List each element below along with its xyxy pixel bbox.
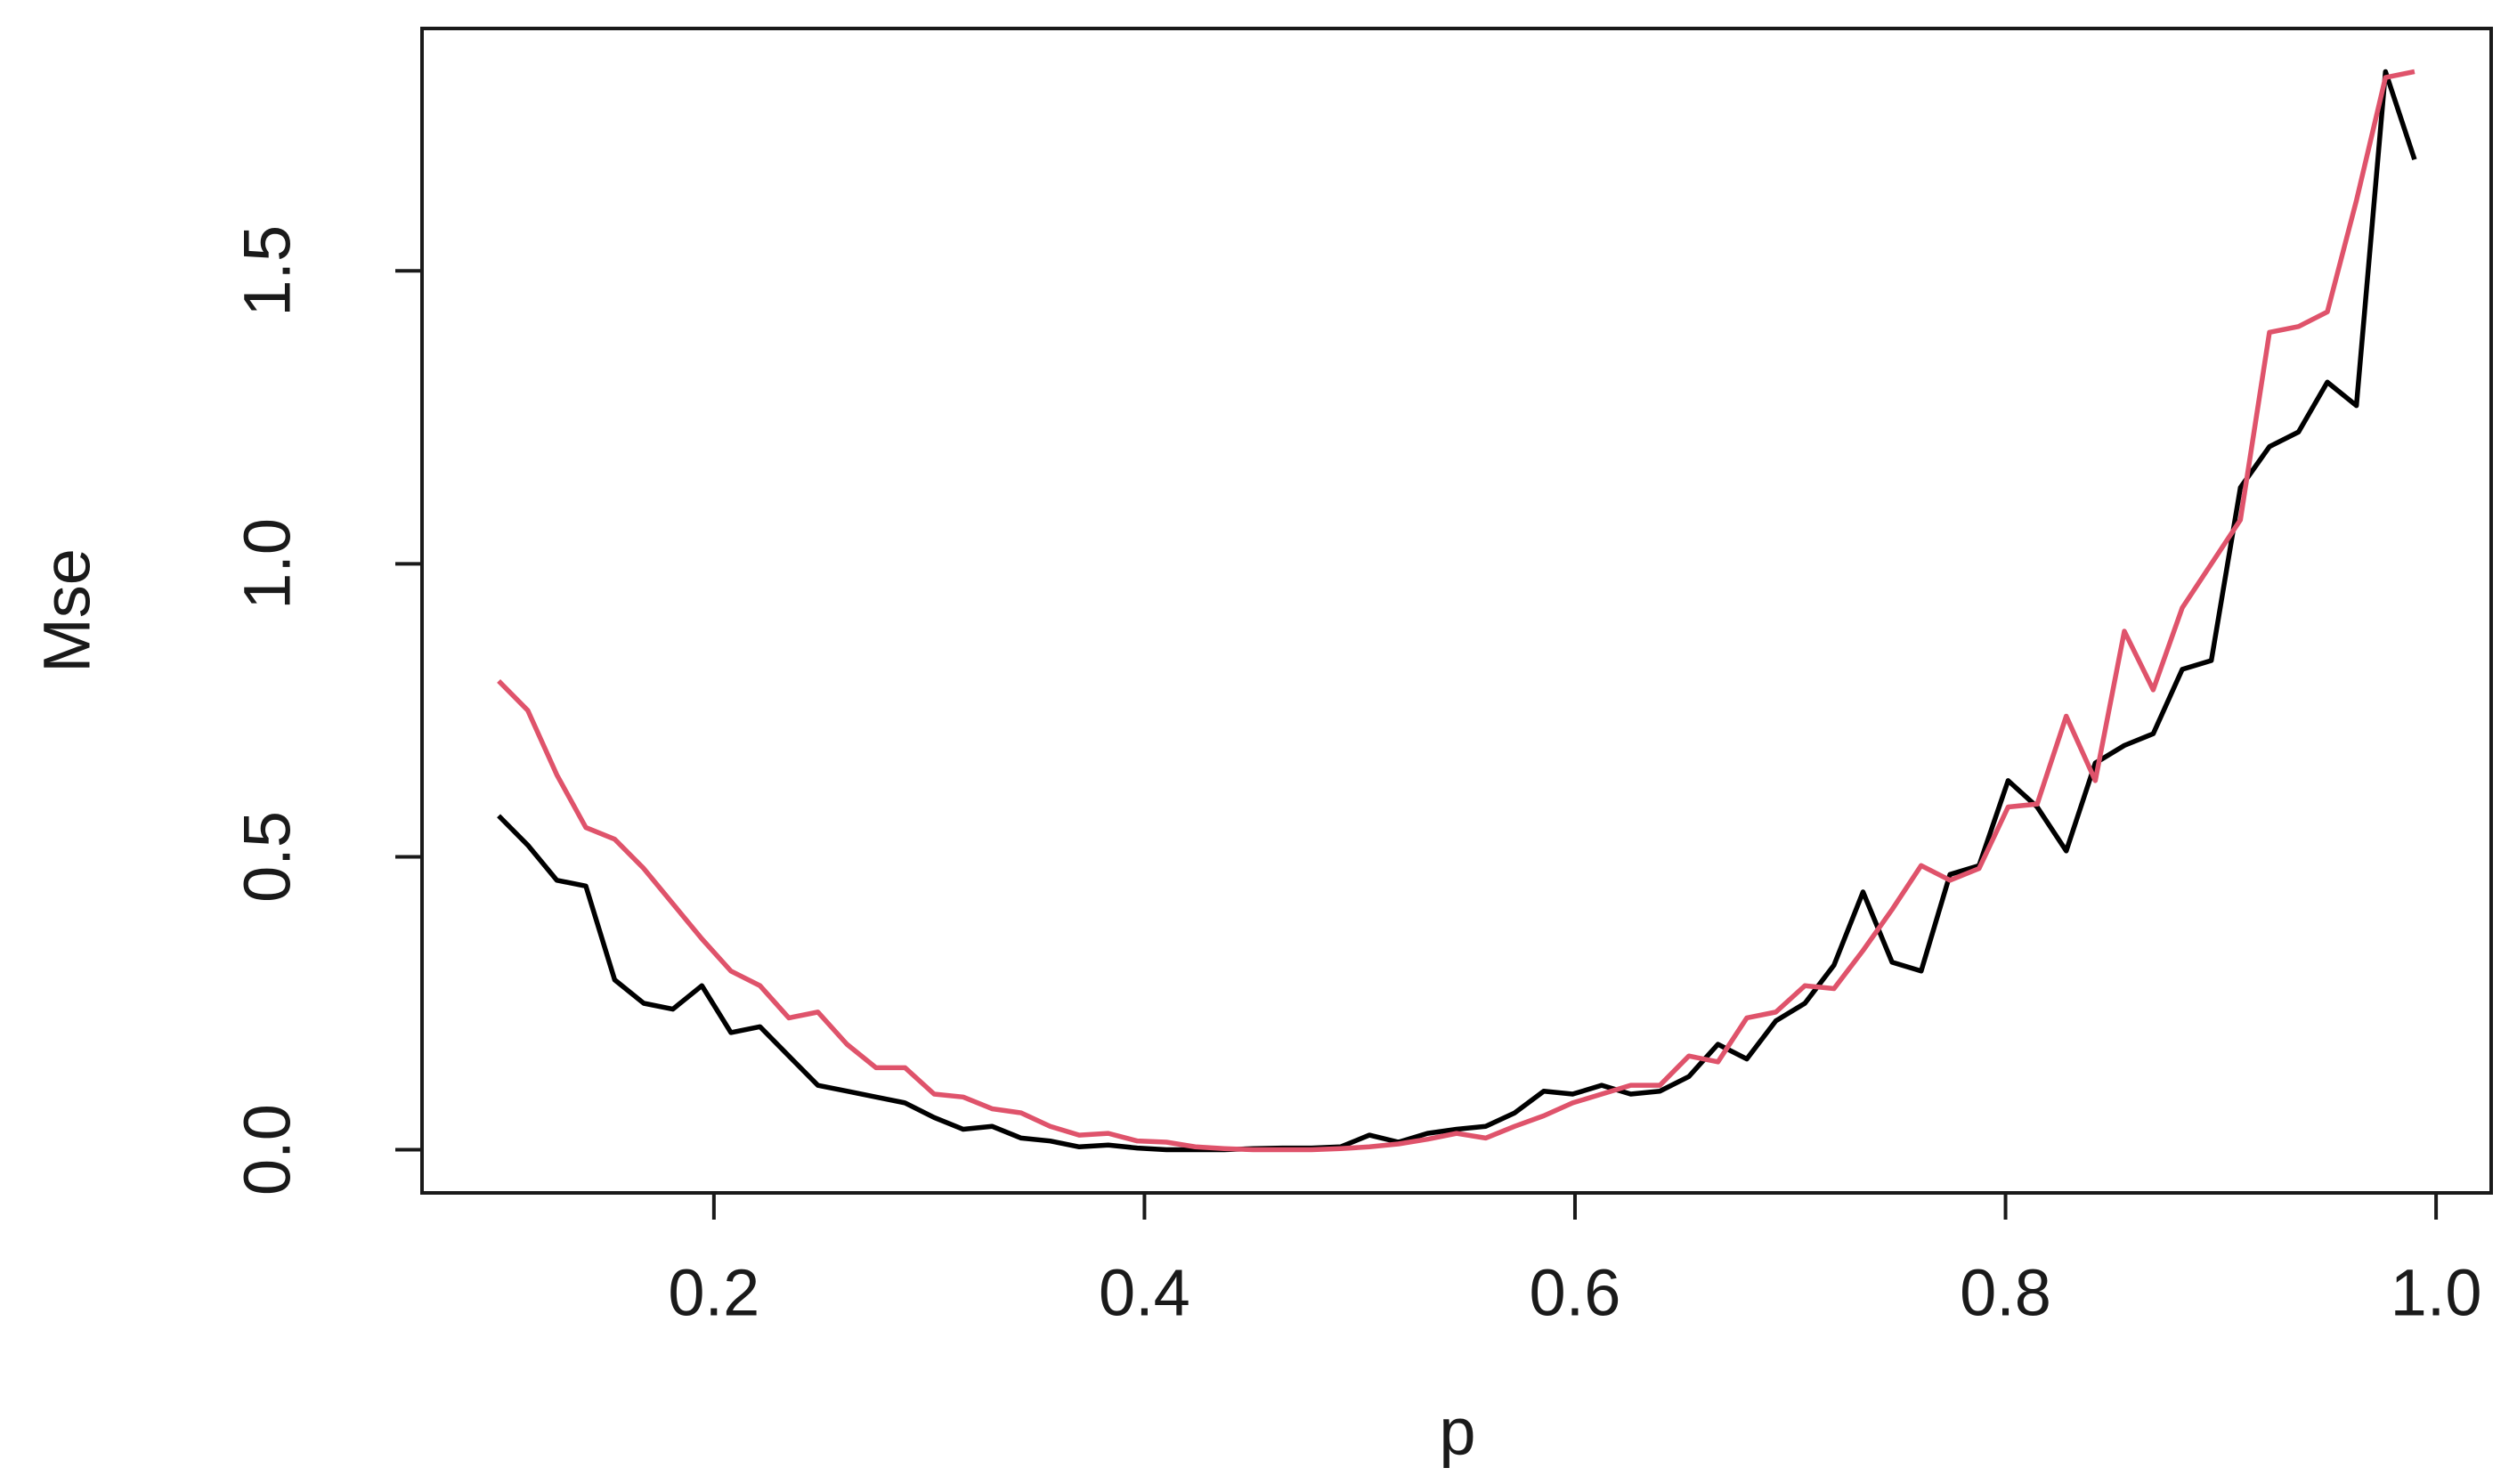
- data-line: [497, 69, 2417, 1153]
- y-tick-label: 0.0: [231, 1104, 304, 1196]
- x-tick-label: 0.8: [1960, 1256, 2051, 1330]
- y-tick-label: 1.5: [231, 225, 304, 317]
- x-tick-label: 1.0: [2391, 1256, 2482, 1330]
- y-tick-label: 0.5: [231, 811, 304, 903]
- x-tick-label: 0.2: [668, 1256, 759, 1330]
- x-tick-label: 0.4: [1099, 1256, 1190, 1330]
- x-tick-label: 0.6: [1530, 1256, 1621, 1330]
- x-axis-label: p: [1439, 1395, 1475, 1469]
- data-line: [497, 69, 2416, 1153]
- y-tick-label: 1.0: [231, 518, 304, 610]
- y-axis-label: Mse: [30, 548, 104, 673]
